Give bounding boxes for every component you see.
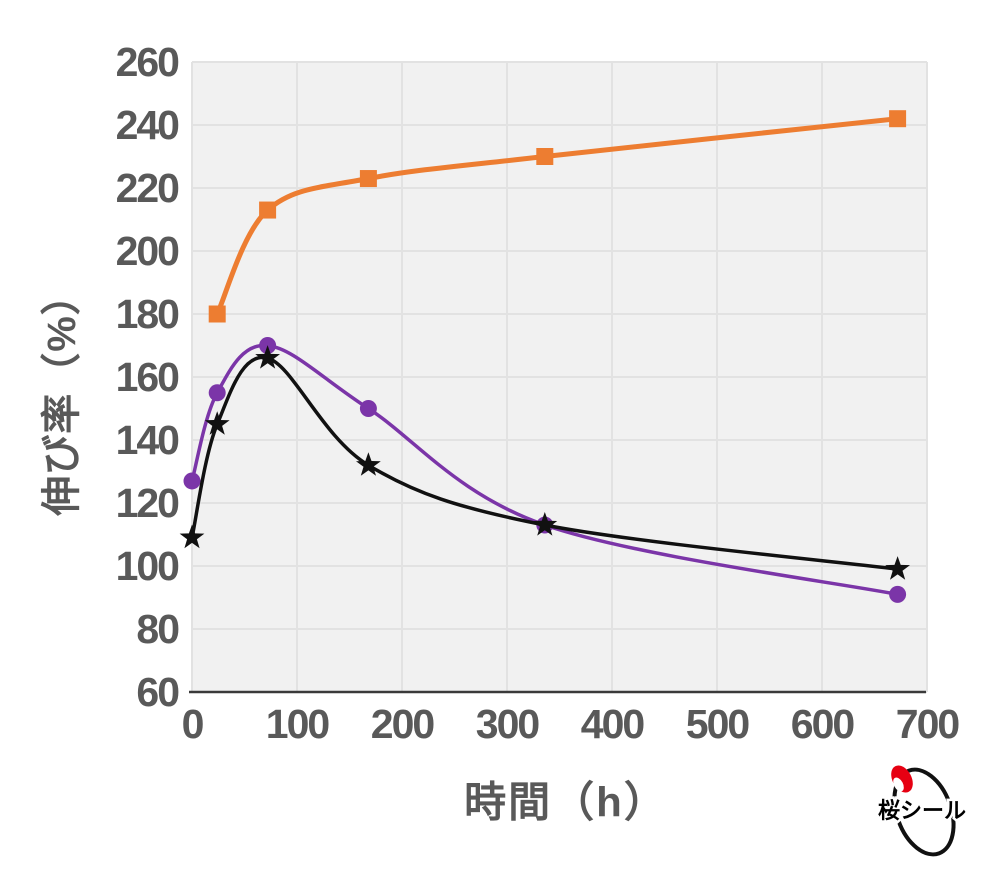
svg-text:600: 600 — [791, 701, 855, 747]
svg-text:500: 500 — [686, 701, 750, 747]
star-marker — [532, 512, 558, 536]
orange-square-series-line — [214, 116, 901, 317]
svg-text:80: 80 — [136, 606, 179, 652]
square-marker — [259, 201, 277, 219]
svg-text:220: 220 — [116, 165, 180, 211]
logo-red-dot-highlight — [893, 777, 904, 792]
circle-marker — [183, 472, 201, 490]
circle-marker — [359, 400, 377, 417]
star-marker — [885, 556, 910, 580]
star-marker — [356, 452, 381, 476]
svg-text:120: 120 — [116, 480, 180, 526]
svg-text:300: 300 — [476, 701, 540, 747]
circle-marker — [889, 585, 907, 603]
square-marker — [536, 148, 554, 165]
series-orange-square-series — [208, 110, 907, 323]
star-marker — [255, 345, 280, 369]
svg-text:260: 260 — [116, 39, 180, 85]
star-marker — [204, 411, 230, 435]
svg-text:200: 200 — [116, 228, 180, 274]
svg-text:180: 180 — [116, 291, 180, 337]
square-marker — [359, 170, 377, 188]
series-black-star-series — [179, 345, 910, 580]
square-marker — [208, 305, 226, 323]
svg-text:100: 100 — [266, 701, 330, 747]
logo-text: 桜シール — [878, 798, 966, 823]
svg-text:200: 200 — [371, 701, 435, 747]
circle-marker — [208, 384, 226, 402]
logo-ring-ellipse — [892, 767, 956, 857]
square-marker — [889, 110, 907, 128]
x-axis-title: 時間（h） — [464, 778, 668, 826]
svg-text:100: 100 — [116, 543, 180, 589]
x-tick-labels: 0 100 200 300 400 500 600 700 — [182, 701, 962, 747]
y-axis-title: 伸び率（%） — [40, 274, 84, 516]
svg-text:240: 240 — [116, 102, 180, 148]
sakura-seal-logo: 桜シール — [858, 748, 992, 872]
svg-text:700: 700 — [896, 701, 960, 747]
svg-text:140: 140 — [116, 417, 180, 463]
svg-text:0: 0 — [182, 701, 204, 747]
svg-text:60: 60 — [136, 669, 179, 715]
svg-text:400: 400 — [581, 701, 645, 747]
y-tick-labels: 60 80 100 120 140 160 180 200 220 240 260 — [116, 39, 182, 715]
star-marker — [179, 524, 205, 549]
svg-text:160: 160 — [116, 354, 180, 400]
